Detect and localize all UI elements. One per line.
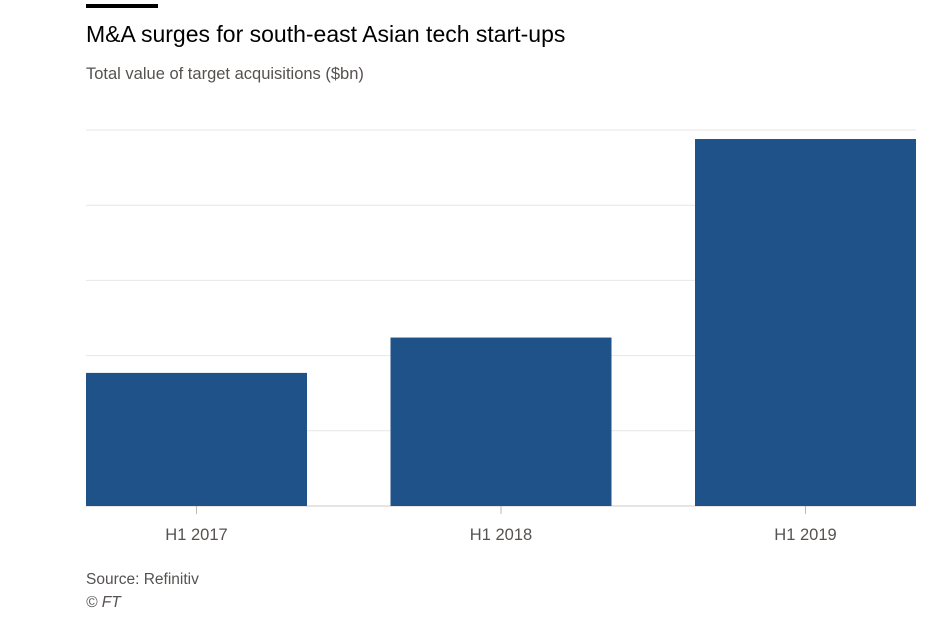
bar-h1-2017 — [86, 372, 307, 506]
bar-chart: H1 2017 H1 2018 H1 2019 — [86, 129, 916, 544]
bar-h1-2018 — [390, 337, 612, 506]
copyright-credit: © FT — [86, 594, 121, 611]
bars — [86, 139, 916, 507]
bar-h1-2019 — [695, 139, 916, 507]
chart-subtitle: Total value of target acquisitions ($bn) — [86, 65, 364, 83]
x-tick-label: H1 2019 — [774, 526, 836, 544]
x-tick-label: H1 2018 — [470, 526, 532, 544]
x-tick-label: H1 2017 — [165, 526, 227, 544]
chart-title: M&A surges for south-east Asian tech sta… — [86, 21, 566, 47]
header-rule — [86, 4, 158, 8]
x-axis: H1 2017 H1 2018 H1 2019 — [165, 506, 837, 544]
source-note: Source: Refinitiv — [86, 571, 199, 588]
